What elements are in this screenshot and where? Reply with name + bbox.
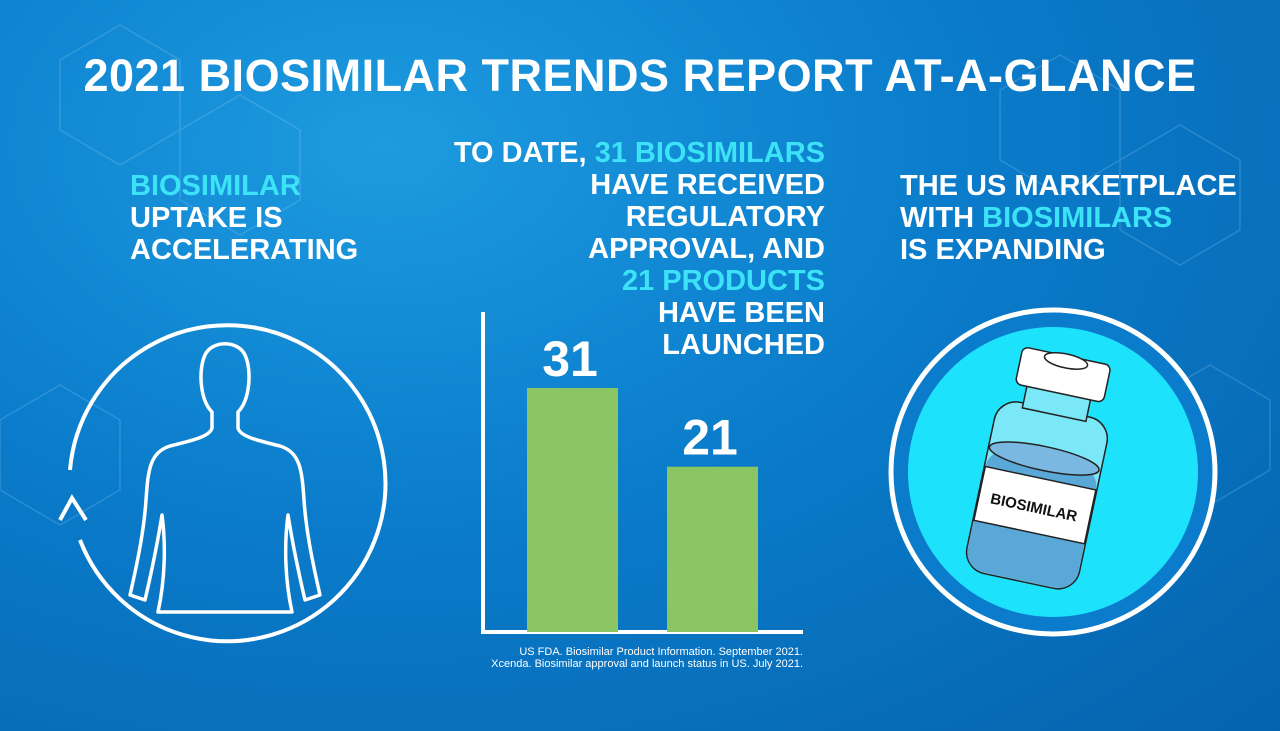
footnotes: US FDA. Biosimilar Product Information. … <box>491 646 803 670</box>
marketplace-line-2-highlight: BIOSIMILARS <box>982 202 1173 234</box>
marketplace-heading: THE US MARKETPLACE WITH BIOSIMILARS IS E… <box>900 170 1237 266</box>
approval-line-5: 21 PRODUCTS <box>621 265 825 297</box>
footnote-1: US FDA. Biosimilar Product Information. … <box>519 646 803 658</box>
uptake-line-2: UPTAKE IS <box>130 202 283 234</box>
data-label-approved: 31 <box>542 331 598 387</box>
uptake-highlight: BIOSIMILAR <box>130 170 301 202</box>
data-label-launched: 21 <box>682 410 738 466</box>
bar-approved <box>527 388 618 632</box>
uptake-heading: BIOSIMILAR UPTAKE IS ACCELERATING <box>130 170 358 266</box>
approval-line-6: HAVE BEEN <box>657 297 825 329</box>
bar-launched <box>667 466 758 632</box>
approval-line-2: HAVE RECEIVED <box>590 169 825 201</box>
approval-line-7: LAUNCHED <box>662 329 825 361</box>
marketplace-line-2-plain: WITH <box>900 202 983 234</box>
footnote-2: Xcenda. Biosimilar approval and launch s… <box>491 658 803 670</box>
approval-line-1-plain: TO DATE, <box>453 137 595 169</box>
approval-line-1-highlight: 31 BIOSIMILARS <box>594 137 825 169</box>
approval-line-3: REGULATORY <box>625 201 825 233</box>
uptake-line-3: ACCELERATING <box>130 234 359 266</box>
approval-line-4: APPROVAL, AND <box>588 233 825 265</box>
marketplace-line-1: THE US MARKETPLACE <box>900 170 1237 202</box>
cycle-arrow-icon <box>58 494 88 522</box>
approval-text: TO DATE, 31 BIOSIMILARS HAVE RECEIVED RE… <box>454 137 825 361</box>
approval-line-1: TO DATE, 31 BIOSIMILARS <box>454 137 825 169</box>
marketplace-line-2: WITH BIOSIMILARS <box>900 202 1237 234</box>
marketplace-line-3: IS EXPANDING <box>900 234 1106 266</box>
page-title: 2021 BIOSIMILAR TRENDS REPORT AT-A-GLANC… <box>83 50 1197 101</box>
